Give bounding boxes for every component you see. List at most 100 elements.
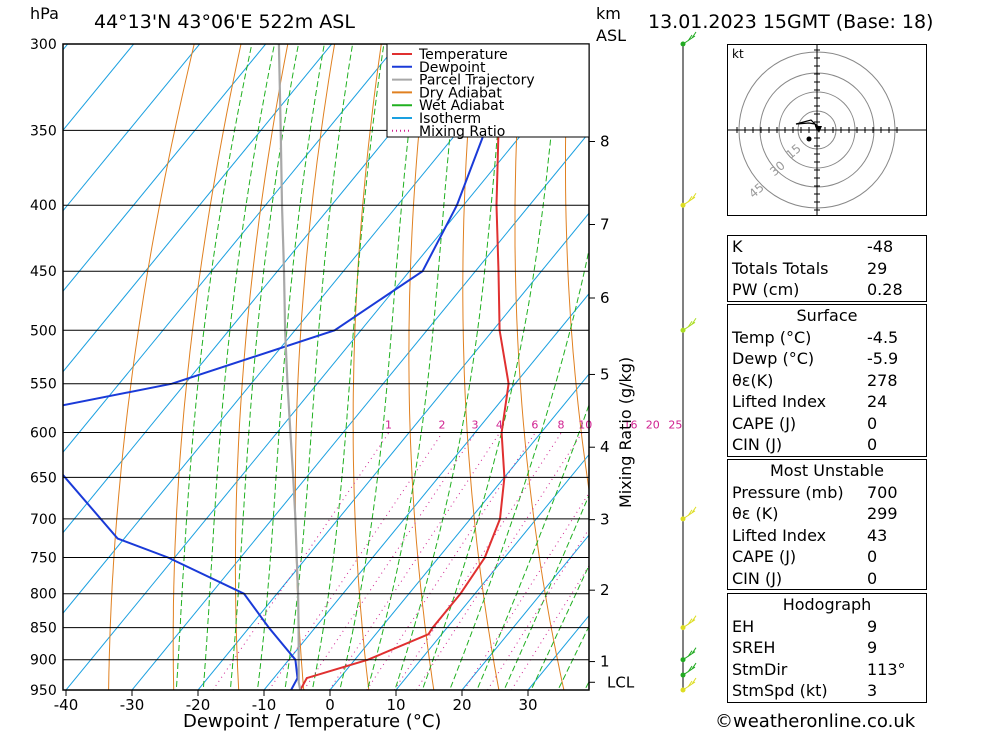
dry-adiabat-line — [462, 44, 500, 690]
pressure-tick-label: 600 — [30, 425, 57, 441]
hodograph-title: Hodograph — [782, 595, 872, 614]
x-axis-label: Dewpoint / Temperature (°C) — [183, 711, 441, 732]
isotherm-line — [197, 212, 589, 690]
pressure-tick-label: 550 — [30, 377, 57, 393]
hodograph-storm-marker — [815, 126, 822, 133]
km-unit-label: km — [596, 4, 621, 23]
dry-adiabat-line — [234, 44, 289, 690]
x-tick-label: 30 — [518, 696, 537, 714]
km-tick-label: 2 — [600, 581, 610, 599]
pressure-tick-label: 650 — [30, 470, 57, 486]
x-tick-label: 0 — [325, 696, 335, 714]
dry-adiabat-line — [514, 44, 565, 690]
mixing-ratio-label: 20 — [646, 418, 660, 431]
wet-adiabat-line — [256, 44, 325, 690]
hodograph-trace — [795, 119, 821, 131]
wind-barb — [682, 192, 697, 206]
mixing-ratio-label: 25 — [668, 418, 682, 431]
most-unstable-title: Most Unstable — [770, 461, 884, 480]
hodograph-unit-label: kt — [732, 47, 744, 61]
wet-adiabat-line — [503, 493, 589, 690]
wet-adiabat-line — [530, 564, 589, 690]
mixing-ratio-label: 1 — [385, 418, 392, 431]
wet-adiabat-line — [229, 44, 300, 690]
x-tick-label: 20 — [452, 696, 471, 714]
mixing-ratio-line — [212, 432, 390, 690]
mixing-ratio-label: 4 — [496, 418, 503, 431]
hodograph-row: SREH 9 — [732, 638, 878, 657]
most-unstable-row: CAPE (J) 0 — [732, 547, 878, 566]
isotherm-line — [461, 534, 589, 690]
mixing-ratio-line — [511, 564, 589, 690]
mixing-ratio-label: 3 — [472, 418, 479, 431]
index-row-totals: Totals Totals 29 — [732, 258, 888, 278]
surface-row: Dewp (°C) -5.9 — [732, 349, 899, 368]
axis-ticks: -40 -30 -20 -10 0 10 20 30 8 7 6 5 4 3 2 1 LCL — [54, 132, 635, 714]
isotherm-line — [63, 44, 201, 212]
most-unstable-row: CIN (J) 0 — [732, 568, 878, 588]
legend-entry: Wet Adiabat — [419, 98, 505, 114]
asl-unit-label: ASL — [596, 26, 626, 45]
dry-adiabat-line — [352, 44, 382, 690]
mixing-ratio-line — [463, 492, 589, 690]
plot-frame — [62, 43, 590, 691]
mixing-ratio-line — [415, 432, 583, 690]
wet-adiabat-line — [284, 44, 354, 690]
legend-entry: Isotherm — [419, 111, 481, 127]
wind-barb — [682, 318, 697, 331]
km-tick-label: 1 — [600, 653, 610, 671]
mixing-ratio-label: 8 — [557, 418, 564, 431]
mixing-ratio-labels: 1 2 3 4 6 8 10 16 20 25 — [385, 418, 682, 431]
wet-adiabat-line — [311, 44, 385, 690]
surface-row: CIN (J) 0 — [732, 435, 878, 454]
isotherm-line — [63, 44, 267, 293]
pressure-tick-label: 400 — [30, 198, 57, 214]
mixing-ratio-axis-label: Mixing Ratio (g/kg) — [616, 357, 635, 508]
series-lines — [63, 44, 518, 690]
index-row-k: K -48 — [732, 237, 894, 256]
km-tick-label: 7 — [600, 216, 610, 234]
mixing-ratio-label: 10 — [578, 418, 592, 431]
hodograph-plot: kt 15 30 45 — [727, 44, 927, 216]
dry-adiabat-line — [986, 25, 1000, 696]
km-tick-label: LCL — [607, 673, 635, 691]
km-tick-label: 5 — [600, 365, 610, 383]
hodograph-surface-point — [806, 136, 812, 142]
dry-adiabat-line — [565, 44, 589, 494]
wind-barb — [682, 662, 697, 676]
dry-adiabat-line — [108, 44, 195, 690]
wet-adiabat-line — [202, 44, 276, 690]
isotherm-line — [263, 292, 589, 690]
wet-adiabat-line — [366, 44, 460, 690]
legend-box — [386, 43, 590, 138]
pressure-tick-label: 450 — [30, 264, 57, 280]
most-unstable-row: θε (K) 299 — [732, 504, 898, 523]
surface-table: Surface Temp (°C) -4.5 Dewp (°C) -5.9 θε(K… — [727, 304, 927, 457]
wind-barb-column — [680, 31, 697, 693]
credit-text: ©weatheronline.co.uk — [715, 711, 916, 732]
location-title: 44°13'N 43°06'E 522m ASL — [94, 11, 355, 33]
surface-row: Temp (°C) -4.5 — [732, 327, 899, 347]
km-tick-label: 6 — [600, 289, 610, 307]
dry-adiabat-line — [408, 44, 435, 690]
dry-adiabat-line — [940, 25, 1000, 696]
x-tick-label: -30 — [120, 696, 145, 714]
wet-adiabat-line — [449, 247, 589, 690]
x-tick-label: -10 — [252, 696, 277, 714]
km-tick-label: 3 — [600, 511, 610, 529]
datetime-title: 13.01.2023 15GMT (Base: 18) — [648, 11, 933, 33]
surface-row: CAPE (J) 0 — [732, 413, 878, 433]
isotherm-line — [63, 44, 135, 132]
wind-barb — [682, 647, 697, 661]
mixing-ratio-line — [487, 527, 589, 690]
wind-barb — [682, 677, 697, 691]
series-line-parcel-trajectory — [277, 44, 302, 690]
legend-entry: Dewpoint — [419, 60, 486, 76]
dry-adiabat-line — [172, 44, 242, 690]
isotherm-line — [63, 44, 333, 373]
pressure-tick-label: 800 — [30, 587, 57, 603]
most-unstable-table: Most Unstable Pressure (mb) 700 θε (K) 299… — [727, 459, 927, 590]
wind-barb — [682, 506, 697, 520]
